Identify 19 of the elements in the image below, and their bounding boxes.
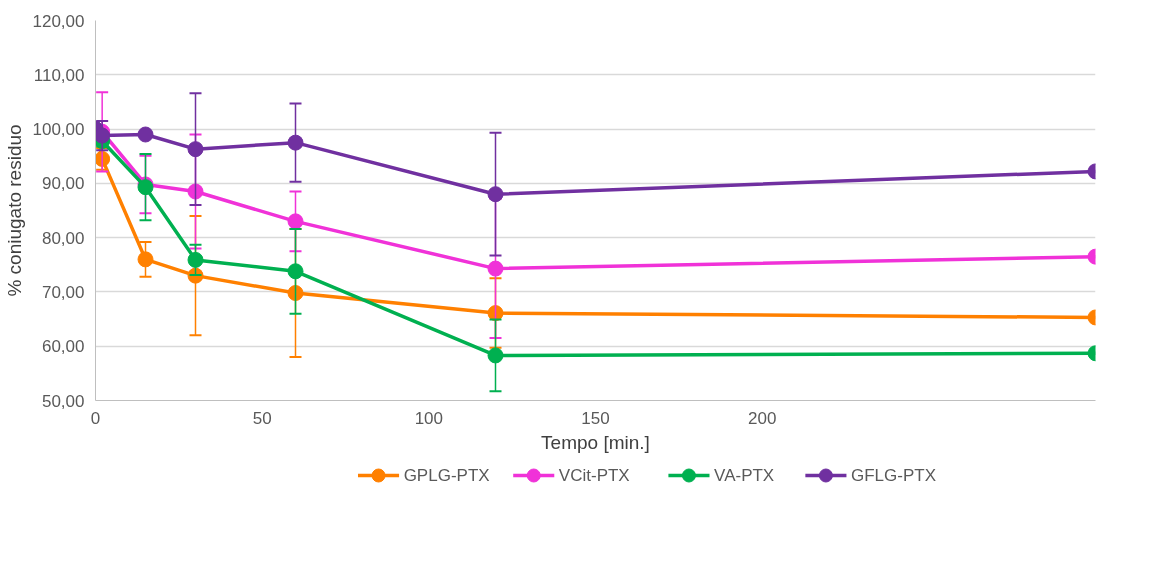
y-tick-label: 50,00 <box>41 391 85 411</box>
x-tick-label: 100 <box>414 408 444 428</box>
legend-label: GFLG-PTX <box>851 466 937 485</box>
y-tick-label: 60,00 <box>41 337 85 357</box>
y-tick-label: 80,00 <box>41 228 85 248</box>
x-axis-title: Tempo [min.] <box>541 431 650 453</box>
x-tick-label: 0 <box>90 408 101 428</box>
legend-label: GPLG-PTX <box>403 466 490 485</box>
legend-label: VA-PTX <box>714 466 775 485</box>
legend-label: VCit-PTX <box>558 466 630 485</box>
x-tick-label: 200 <box>747 408 777 428</box>
y-tick-label: 90,00 <box>41 174 85 194</box>
x-tick-label: 50 <box>252 408 272 428</box>
y-axis-title: % coniugato residuo <box>3 124 25 297</box>
x-tick-label: 150 <box>581 408 610 428</box>
y-tick-label: 110,00 <box>33 65 85 85</box>
y-tick-label: 70,00 <box>41 282 85 302</box>
y-tick-label: 120,00 <box>32 11 85 31</box>
y-tick-label: 100,00 <box>32 120 85 140</box>
